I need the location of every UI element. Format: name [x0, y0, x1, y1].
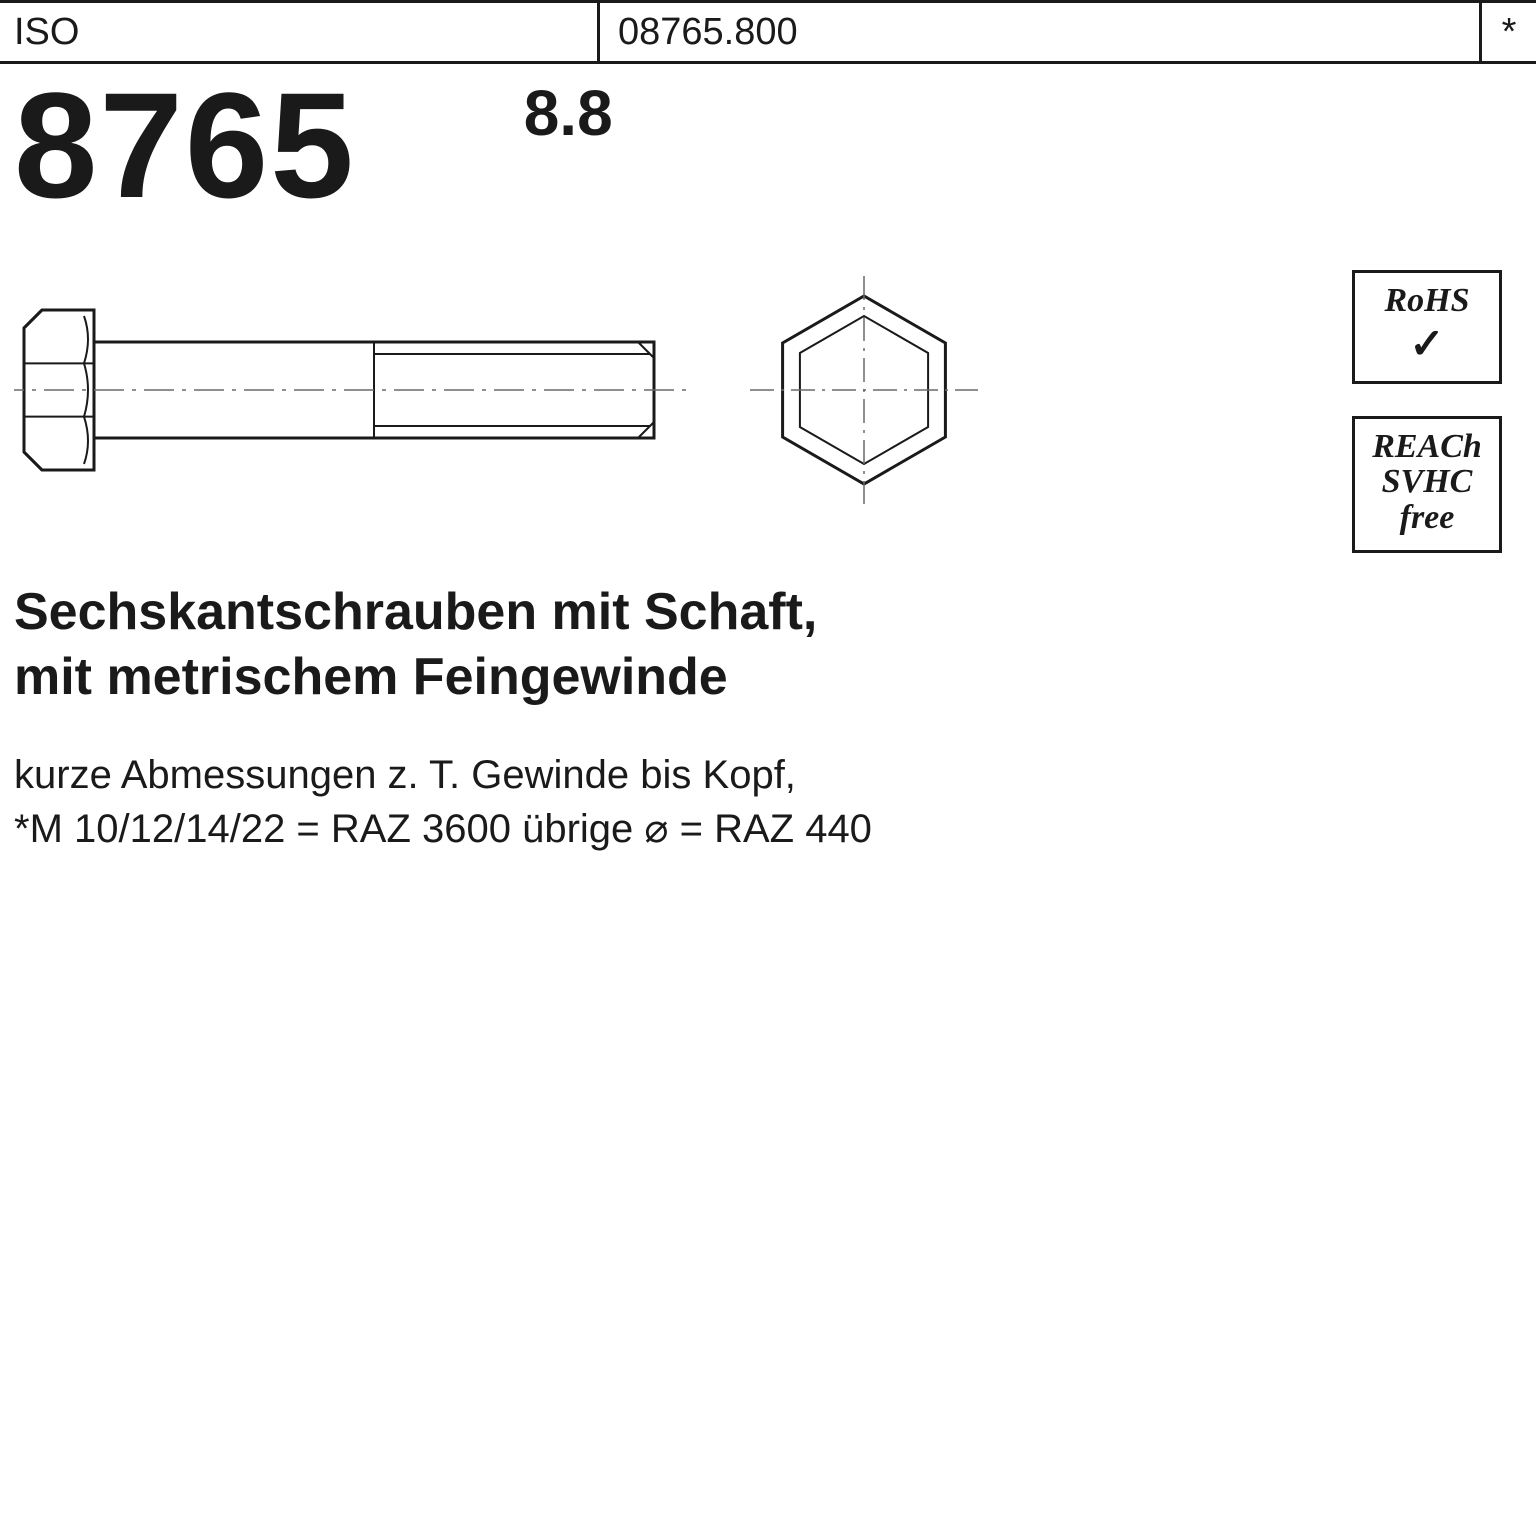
desc-line1: Sechskantschrauben mit Schaft,	[14, 580, 1014, 645]
reach-line2: SVHC	[1363, 464, 1491, 500]
reach-line3: free	[1363, 500, 1491, 536]
header-mid: 08765.800	[600, 3, 1482, 61]
header-right: *	[1482, 3, 1536, 61]
standard-number: 8765	[14, 70, 356, 220]
rohs-badge: RoHS ✓	[1352, 270, 1502, 384]
rohs-label: RoHS	[1384, 282, 1469, 319]
desc-line2: mit metrischem Feingewinde	[14, 645, 1014, 710]
datasheet-page: ISO 08765.800 * 8765 8.8 RoHS ✓ REACh SV…	[0, 0, 1536, 1536]
strength-grade: 8.8	[524, 76, 613, 150]
check-icon: ✓	[1363, 323, 1491, 367]
note-line1: kurze Abmessungen z. T. Gewinde bis Kopf…	[14, 748, 1114, 802]
description-notes: kurze Abmessungen z. T. Gewinde bis Kopf…	[14, 748, 1114, 856]
note-line2: *M 10/12/14/22 = RAZ 3600 übrige ⌀ = RAZ…	[14, 802, 1114, 856]
header-bar: ISO 08765.800 *	[0, 0, 1536, 64]
compliance-badges: RoHS ✓ REACh SVHC free	[1352, 270, 1512, 585]
technical-diagram	[14, 270, 1522, 530]
description-main: Sechskantschrauben mit Schaft, mit metri…	[14, 580, 1014, 710]
reach-line1: REACh	[1363, 429, 1491, 465]
header-left: ISO	[0, 3, 600, 61]
reach-badge: REACh SVHC free	[1352, 416, 1502, 553]
title-row: 8765 8.8	[14, 70, 1522, 220]
